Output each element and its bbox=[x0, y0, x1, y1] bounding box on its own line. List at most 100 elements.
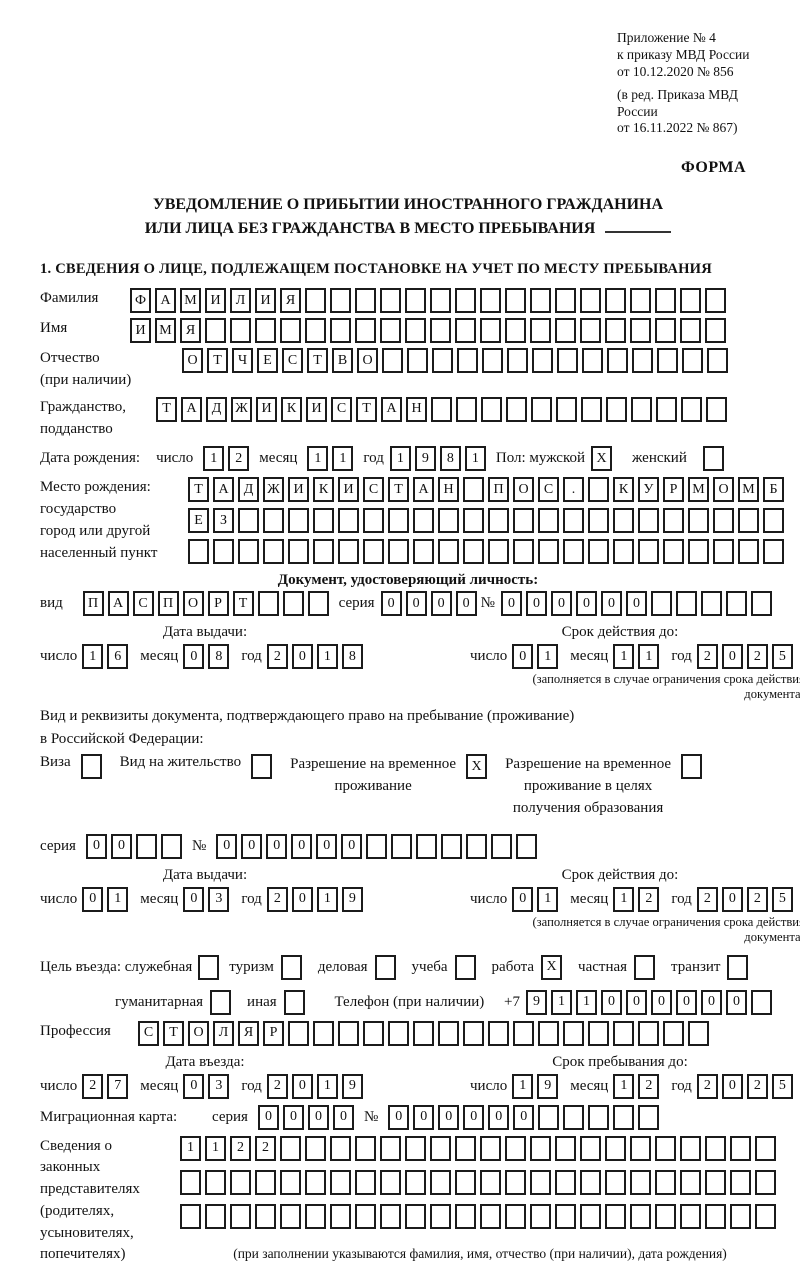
char-box[interactable] bbox=[380, 1136, 401, 1161]
char-box[interactable]: О bbox=[513, 477, 534, 502]
char-box[interactable] bbox=[488, 508, 509, 533]
char-box[interactable] bbox=[705, 1204, 726, 1229]
char-box[interactable]: С bbox=[363, 477, 384, 502]
char-box[interactable] bbox=[530, 288, 551, 313]
purpose-business-checkbox[interactable] bbox=[375, 955, 396, 980]
char-box[interactable] bbox=[605, 1204, 626, 1229]
char-box[interactable]: 0 bbox=[316, 834, 337, 859]
char-box[interactable]: 0 bbox=[266, 834, 287, 859]
char-box[interactable]: 1 bbox=[107, 887, 128, 912]
char-box[interactable] bbox=[726, 591, 747, 616]
char-box[interactable]: Д bbox=[238, 477, 259, 502]
char-box[interactable] bbox=[255, 318, 276, 343]
char-box[interactable]: 2 bbox=[747, 644, 768, 669]
char-box[interactable] bbox=[305, 288, 326, 313]
char-box[interactable] bbox=[338, 1021, 359, 1046]
char-box[interactable] bbox=[488, 539, 509, 564]
char-box[interactable] bbox=[330, 1170, 351, 1195]
char-box[interactable]: 0 bbox=[676, 990, 697, 1015]
char-box[interactable]: И bbox=[255, 288, 276, 313]
char-box[interactable]: 2 bbox=[697, 644, 718, 669]
purpose-study-checkbox[interactable] bbox=[455, 955, 476, 980]
char-box[interactable]: Т bbox=[356, 397, 377, 422]
char-box[interactable] bbox=[136, 834, 157, 859]
char-box[interactable] bbox=[705, 1136, 726, 1161]
char-box[interactable]: Л bbox=[213, 1021, 234, 1046]
char-box[interactable] bbox=[563, 1105, 584, 1130]
char-box[interactable] bbox=[613, 539, 634, 564]
char-box[interactable]: И bbox=[205, 288, 226, 313]
char-box[interactable] bbox=[391, 834, 412, 859]
char-box[interactable]: 2 bbox=[228, 446, 249, 471]
char-box[interactable]: 1 bbox=[551, 990, 572, 1015]
char-box[interactable] bbox=[638, 1105, 659, 1130]
char-box[interactable]: 1 bbox=[613, 887, 634, 912]
char-box[interactable] bbox=[363, 539, 384, 564]
char-box[interactable]: 1 bbox=[317, 887, 338, 912]
char-box[interactable] bbox=[413, 1021, 434, 1046]
purpose-work-checkbox[interactable]: X bbox=[541, 955, 562, 980]
char-box[interactable] bbox=[605, 288, 626, 313]
char-box[interactable] bbox=[280, 1170, 301, 1195]
char-box[interactable] bbox=[463, 539, 484, 564]
char-box[interactable]: 0 bbox=[292, 644, 313, 669]
char-box[interactable] bbox=[280, 318, 301, 343]
char-box[interactable]: М bbox=[688, 477, 709, 502]
char-box[interactable] bbox=[355, 318, 376, 343]
char-box[interactable]: 2 bbox=[267, 1074, 288, 1099]
char-box[interactable]: 0 bbox=[526, 591, 547, 616]
char-box[interactable] bbox=[255, 1204, 276, 1229]
char-box[interactable] bbox=[480, 318, 501, 343]
char-box[interactable] bbox=[313, 508, 334, 533]
char-box[interactable]: Я bbox=[280, 288, 301, 313]
char-box[interactable] bbox=[613, 1105, 634, 1130]
char-box[interactable] bbox=[513, 1021, 534, 1046]
char-box[interactable]: Т bbox=[188, 477, 209, 502]
char-box[interactable]: . bbox=[563, 477, 584, 502]
char-box[interactable]: 8 bbox=[208, 644, 229, 669]
char-box[interactable]: И bbox=[306, 397, 327, 422]
char-box[interactable] bbox=[230, 1204, 251, 1229]
purpose-official-checkbox[interactable] bbox=[198, 955, 219, 980]
char-box[interactable] bbox=[283, 591, 304, 616]
char-box[interactable] bbox=[582, 348, 603, 373]
char-box[interactable]: 0 bbox=[341, 834, 362, 859]
char-box[interactable] bbox=[455, 1204, 476, 1229]
char-box[interactable]: Я bbox=[180, 318, 201, 343]
char-box[interactable]: Е bbox=[188, 508, 209, 533]
char-box[interactable]: 5 bbox=[772, 644, 793, 669]
char-box[interactable] bbox=[263, 508, 284, 533]
char-box[interactable] bbox=[463, 1021, 484, 1046]
char-box[interactable]: Т bbox=[307, 348, 328, 373]
char-box[interactable] bbox=[638, 539, 659, 564]
char-box[interactable] bbox=[205, 1204, 226, 1229]
char-box[interactable] bbox=[655, 1170, 676, 1195]
char-box[interactable] bbox=[288, 539, 309, 564]
purpose-transit-checkbox[interactable] bbox=[727, 955, 748, 980]
char-box[interactable]: А bbox=[181, 397, 202, 422]
char-box[interactable]: А bbox=[155, 288, 176, 313]
char-box[interactable] bbox=[755, 1170, 776, 1195]
char-box[interactable]: И bbox=[256, 397, 277, 422]
char-box[interactable] bbox=[205, 318, 226, 343]
char-box[interactable]: 0 bbox=[431, 591, 452, 616]
char-box[interactable] bbox=[481, 397, 502, 422]
char-box[interactable] bbox=[388, 1021, 409, 1046]
char-box[interactable] bbox=[288, 1021, 309, 1046]
char-box[interactable]: 0 bbox=[86, 834, 107, 859]
char-box[interactable] bbox=[430, 318, 451, 343]
char-box[interactable] bbox=[230, 1170, 251, 1195]
char-box[interactable] bbox=[405, 1136, 426, 1161]
char-box[interactable] bbox=[330, 1204, 351, 1229]
char-box[interactable]: С bbox=[331, 397, 352, 422]
char-box[interactable] bbox=[613, 1021, 634, 1046]
char-box[interactable]: 1 bbox=[613, 644, 634, 669]
char-box[interactable] bbox=[663, 508, 684, 533]
char-box[interactable]: 2 bbox=[267, 644, 288, 669]
char-box[interactable] bbox=[441, 834, 462, 859]
char-box[interactable]: 0 bbox=[111, 834, 132, 859]
char-box[interactable] bbox=[738, 539, 759, 564]
char-box[interactable] bbox=[416, 834, 437, 859]
char-box[interactable]: Н bbox=[438, 477, 459, 502]
char-box[interactable]: П bbox=[158, 591, 179, 616]
